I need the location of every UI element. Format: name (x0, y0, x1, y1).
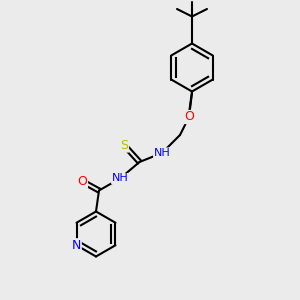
Text: O: O (184, 110, 194, 124)
Text: O: O (78, 175, 87, 188)
Text: N: N (72, 239, 81, 252)
Text: NH: NH (112, 173, 128, 184)
Text: NH: NH (154, 148, 170, 158)
Text: S: S (121, 139, 128, 152)
